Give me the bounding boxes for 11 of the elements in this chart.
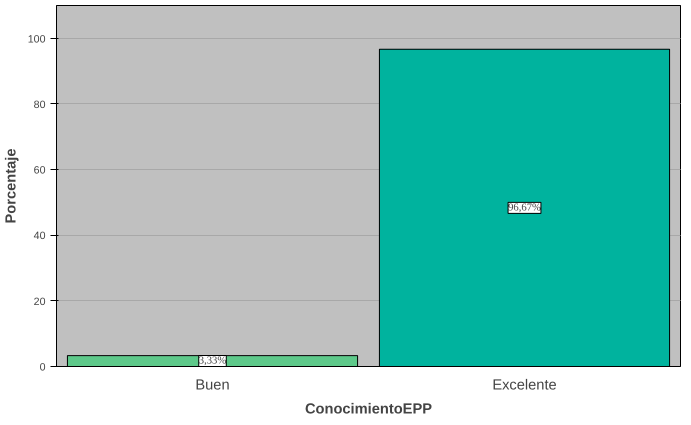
x-tick-label: Buen <box>195 378 230 394</box>
y-tick-label: 60 <box>34 164 46 177</box>
x-axis-title: ConocimientoEPP <box>304 402 432 418</box>
x-tick-label: Excelente <box>492 378 557 394</box>
y-tick-label: 0 <box>40 362 46 374</box>
y-tick-label: 40 <box>34 230 46 242</box>
data-label: 96,67% <box>508 202 542 214</box>
y-tick-label: 20 <box>34 296 46 308</box>
y-axis-title: Porcentaje <box>4 148 20 224</box>
y-tick-label: 100 <box>28 33 46 46</box>
y-tick-label: 80 <box>34 98 46 111</box>
